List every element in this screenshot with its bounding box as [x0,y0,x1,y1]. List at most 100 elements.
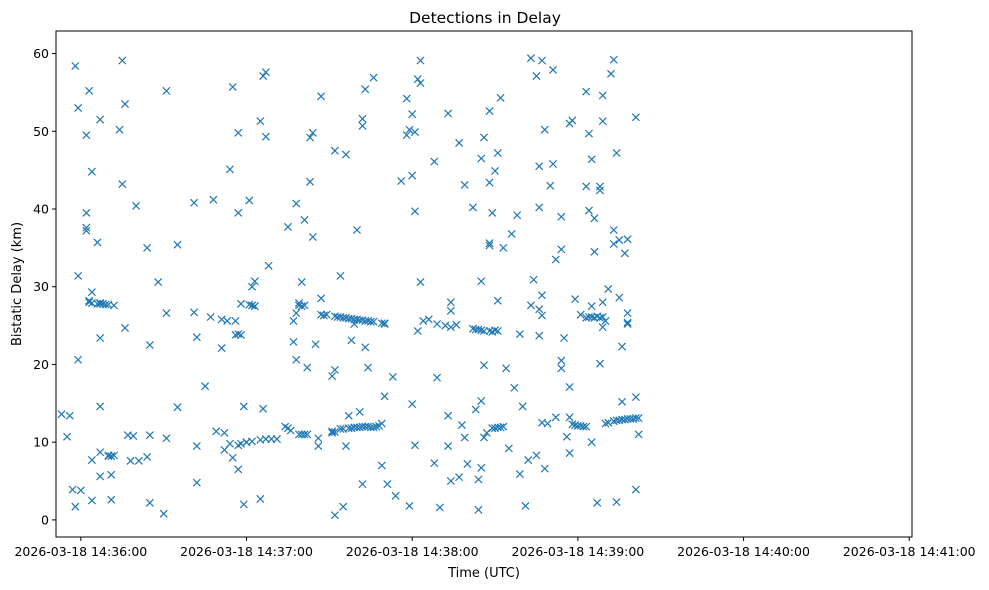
detection-point [565,413,574,422]
detection-point [623,318,632,327]
detection-point [631,113,640,122]
detection-point [236,299,246,308]
detection-point [618,342,627,351]
track-detection-point [372,422,381,431]
track-detection-point [496,423,505,432]
y-tick-label: 0 [41,512,49,527]
detection-point [410,128,419,137]
detection-point [145,498,154,507]
detection-point [623,235,632,244]
track-detection-point [631,414,640,423]
detection-point [283,222,292,231]
detection-point [474,505,483,514]
detection-point [65,411,74,420]
detection-point [598,298,607,307]
detection-point [598,91,607,100]
detection-point [595,186,604,195]
track-detection-point [433,320,442,329]
track-detection-point [582,422,591,431]
detection-point [485,241,494,250]
detection-point [634,430,643,439]
track-detection-point [234,330,243,339]
detection-point [107,495,116,504]
detection-point [491,166,500,175]
detection-point [261,132,270,141]
detection-point [380,392,389,401]
detection-point [584,206,593,215]
detection-point [535,203,544,212]
detection-point [587,302,596,311]
detection-point [85,86,94,95]
detection-point [413,327,422,336]
detection-point [557,212,566,221]
track-detection-point [101,300,110,309]
detection-point [463,459,472,468]
track-detection-point [300,301,309,310]
detection-point [460,180,469,189]
detection-point [584,129,593,138]
detection-point [82,208,91,217]
track-detection-point [248,437,257,446]
track-detection-point [250,302,259,311]
detection-point [474,475,483,484]
detection-point [515,330,524,339]
detection-point [477,154,486,163]
detection-point [206,313,215,322]
detection-point [416,79,425,88]
detection-point [344,411,353,420]
y-tick-label: 10 [33,435,49,450]
detection-point [609,55,618,64]
detection-point [93,238,102,247]
detection-point [358,121,367,130]
detection-point [259,72,268,81]
detection-point [239,500,248,509]
detection-point [259,404,268,413]
track-detection-point [93,299,102,308]
detection-point [107,470,116,479]
track-detection-point [107,452,116,461]
detection-point [513,211,522,220]
detection-point [402,131,411,140]
detection-point [317,92,326,101]
detection-point [595,182,604,191]
detection-point [601,316,610,325]
y-tick-label: 60 [33,46,49,61]
detection-point [526,54,535,63]
detection-point [609,239,618,248]
detection-point [493,296,502,305]
detection-point [225,439,234,448]
detection-point [132,201,141,210]
detection-point [631,485,640,494]
detection-point [303,363,312,372]
detection-point [355,407,364,416]
detection-point [582,182,591,191]
detection-point [162,86,171,95]
detection-point [455,473,464,482]
track-detection-point [236,330,246,339]
detection-point [562,432,571,441]
detection-point [576,310,585,319]
detection-point [212,427,221,436]
detection-point [289,316,298,325]
track-detection-point [446,323,455,332]
detection-point [615,293,624,302]
detection-point [330,146,339,155]
scatter-marks [57,54,643,520]
detection-point [565,449,574,458]
detection-point [532,451,541,460]
detection-point [261,68,270,77]
track-detection-point [601,419,610,428]
y-tick-label: 20 [33,357,49,372]
detection-point [615,236,624,245]
detection-point [471,405,480,414]
detection-point [190,198,199,207]
track-detection-point [579,422,588,431]
detection-point [126,456,135,465]
detection-point [455,138,464,147]
track-detection-point [303,430,312,439]
detection-point [118,56,127,65]
detection-point [546,181,555,190]
detection-point [297,278,306,287]
track-detection-point [328,428,337,437]
detection-point [612,149,621,158]
